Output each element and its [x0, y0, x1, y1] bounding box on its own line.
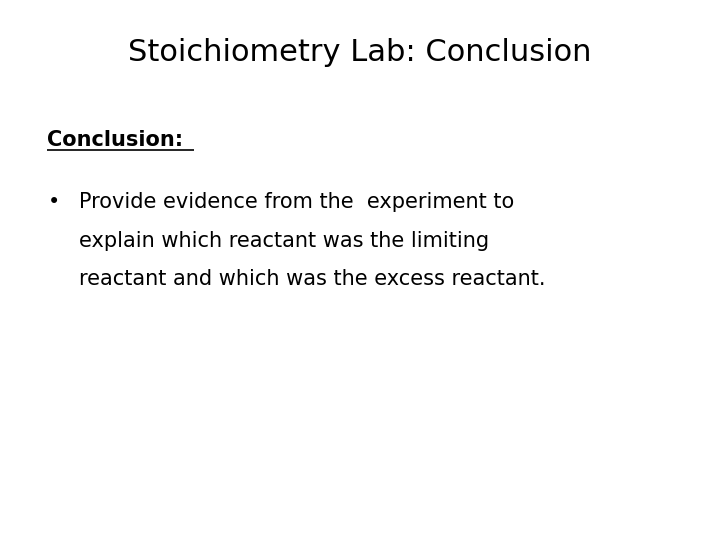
Text: reactant and which was the excess reactant.: reactant and which was the excess reacta…	[79, 269, 546, 289]
Text: explain which reactant was the limiting: explain which reactant was the limiting	[79, 231, 490, 251]
Text: Stoichiometry Lab: Conclusion: Stoichiometry Lab: Conclusion	[128, 38, 592, 67]
Text: •: •	[48, 192, 60, 212]
Text: Conclusion:: Conclusion:	[47, 130, 183, 150]
Text: Provide evidence from the  experiment to: Provide evidence from the experiment to	[79, 192, 515, 212]
